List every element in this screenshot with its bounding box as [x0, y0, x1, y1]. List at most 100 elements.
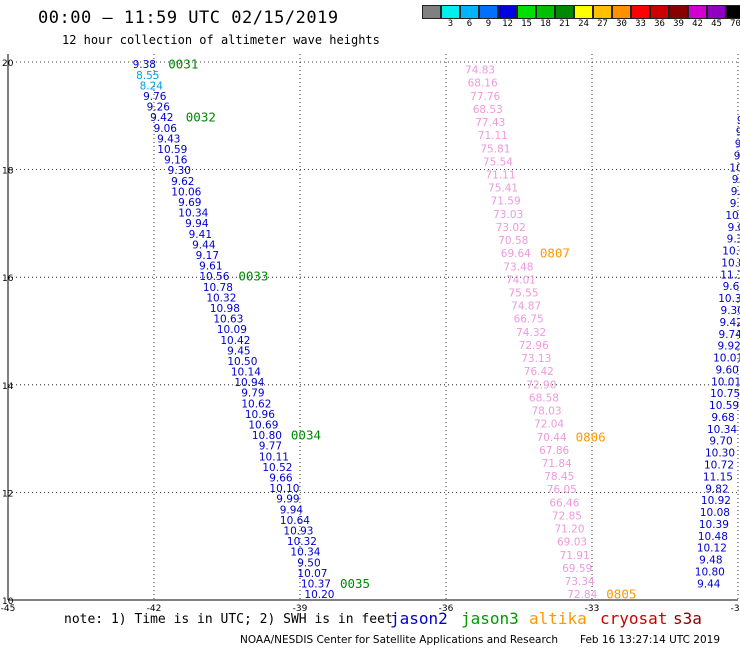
generated-timestamp: Feb 16 13:27:14 UTC 2019	[580, 634, 720, 646]
wave-height-value: 10.08	[722, 246, 740, 258]
wave-height-value: 10.72	[704, 459, 734, 471]
wave-height-value: 10.62	[241, 398, 271, 410]
pass-time-label: 0032	[186, 110, 216, 125]
wave-height-value: 10.12	[697, 543, 727, 555]
wave-height-value: 69.59	[562, 563, 592, 575]
wave-height-value: 78.03	[531, 406, 561, 418]
wave-height-value: 71.11	[485, 169, 515, 181]
wave-height-value: 71.59	[491, 196, 521, 208]
wave-height-value: 10.56	[199, 271, 229, 283]
lon-label: -42	[147, 604, 162, 614]
legend-item: 18	[536, 5, 555, 29]
legend-label: 42	[692, 19, 703, 29]
legend-item: 36	[650, 5, 669, 29]
legend-swatch	[498, 5, 517, 19]
wave-height-value: 9.53	[731, 186, 740, 198]
legend-label: 24	[578, 19, 589, 29]
wave-height-value: 68.16	[468, 78, 498, 90]
wave-height-value: 10.80	[252, 430, 282, 442]
legend-swatch	[688, 5, 707, 19]
wave-height-value: 10.42	[220, 335, 250, 347]
lat-label: 14	[2, 382, 14, 392]
wave-height-value: 10.78	[203, 282, 233, 294]
lon-label: -45	[1, 604, 16, 614]
wave-height-value: 11.17	[720, 269, 740, 281]
pass-time-label: 0806	[576, 429, 606, 444]
lat-label: 12	[2, 489, 13, 499]
wave-height-value: 9.68	[711, 412, 734, 424]
wave-height-value: 9.74	[718, 329, 740, 341]
wave-height-value: 77.43	[475, 117, 505, 129]
pass-time-label: 0031	[168, 57, 198, 72]
legend-label: 12	[502, 19, 513, 29]
wave-height-value: 10.75	[710, 388, 740, 400]
wave-height-value: 66.46	[549, 497, 579, 509]
wave-height-value: 9.45	[227, 345, 250, 357]
wave-height-value: 78.45	[544, 471, 574, 483]
legend-swatch	[441, 5, 460, 19]
wave-height-value: 74.87	[511, 301, 541, 313]
wave-height-value: 10.92	[701, 495, 731, 507]
wave-height-value: 10.63	[213, 314, 243, 326]
legend-item: 42	[688, 5, 707, 29]
wave-height-value: 9.48	[699, 555, 722, 567]
legend-swatch	[726, 5, 740, 19]
legend-label: 36	[654, 19, 665, 29]
wave-height-value: 75.41	[488, 183, 518, 195]
legend-swatch	[612, 5, 631, 19]
legend-item	[422, 5, 441, 29]
legend-swatch	[574, 5, 593, 19]
wave-height-value: 73.34	[565, 576, 595, 588]
legend-swatch	[479, 5, 498, 19]
wave-height-value: 10.08	[700, 507, 730, 519]
lat-label: 20	[2, 59, 14, 69]
wave-height-value: 10.37	[301, 579, 331, 591]
wave-height-value: 9.76	[143, 91, 167, 103]
wave-height-value: 75.54	[483, 156, 513, 168]
wave-height-value: 9.02	[728, 222, 740, 234]
page-title: 00:00 – 11:59 UTC 02/15/2019	[38, 8, 339, 28]
wave-height-value: 11.15	[703, 471, 733, 483]
wave-height-value: 9.26	[147, 102, 171, 114]
legend-swatch	[650, 5, 669, 19]
wave-height-value: 9.34	[737, 115, 740, 127]
wave-height-value: 71.20	[554, 524, 584, 536]
wave-height-value: 9.38	[133, 59, 156, 71]
footer-note: note: 1) Time is in UTC; 2) SWH is in fe…	[64, 612, 393, 627]
wave-height-value: 70.44	[537, 432, 567, 444]
legend-label: 45	[711, 19, 722, 29]
legend-item: 39	[669, 5, 688, 29]
wave-height-value: 72.96	[519, 340, 549, 352]
legend-label: 15	[521, 19, 532, 29]
legend-swatch	[460, 5, 479, 19]
wave-height-value: 10.80	[695, 566, 725, 578]
wave-height-value: 71.84	[542, 458, 572, 470]
wave-height-value: 74.32	[516, 327, 546, 339]
lat-label: 16	[2, 274, 14, 284]
wave-height-value: 10.20	[304, 589, 334, 601]
wave-height-value: 72.90	[526, 379, 556, 391]
legend-swatch	[555, 5, 574, 19]
lat-label: 10	[2, 597, 14, 607]
wave-height-value: 10.10	[269, 483, 299, 495]
wave-height-value: 9.62	[171, 176, 194, 188]
wave-height-value: 9.50	[297, 557, 320, 569]
wave-height-value: 69.03	[557, 537, 587, 549]
wave-height-value: 9.69	[178, 197, 201, 209]
wave-height-value: 70.58	[498, 235, 528, 247]
wave-height-value: 9.94	[280, 504, 304, 516]
wave-height-value: 9.16	[164, 155, 188, 167]
satellite-jason3: jason3	[461, 609, 519, 628]
wave-height-value: 9.44	[192, 239, 216, 251]
wave-height-value: 10.06	[171, 186, 201, 198]
wave-height-value: 9.61	[199, 261, 222, 273]
pass-time-label: 0035	[340, 576, 370, 591]
wave-height-value: 8.55	[136, 70, 159, 82]
lon-label: -33	[585, 604, 600, 614]
lat-label: 18	[2, 167, 14, 177]
wave-height-value: 74.01	[506, 274, 536, 286]
wave-height-value: 10.39	[725, 210, 740, 222]
wave-height-value: 9.62	[736, 127, 740, 139]
legend-swatch	[631, 5, 650, 19]
